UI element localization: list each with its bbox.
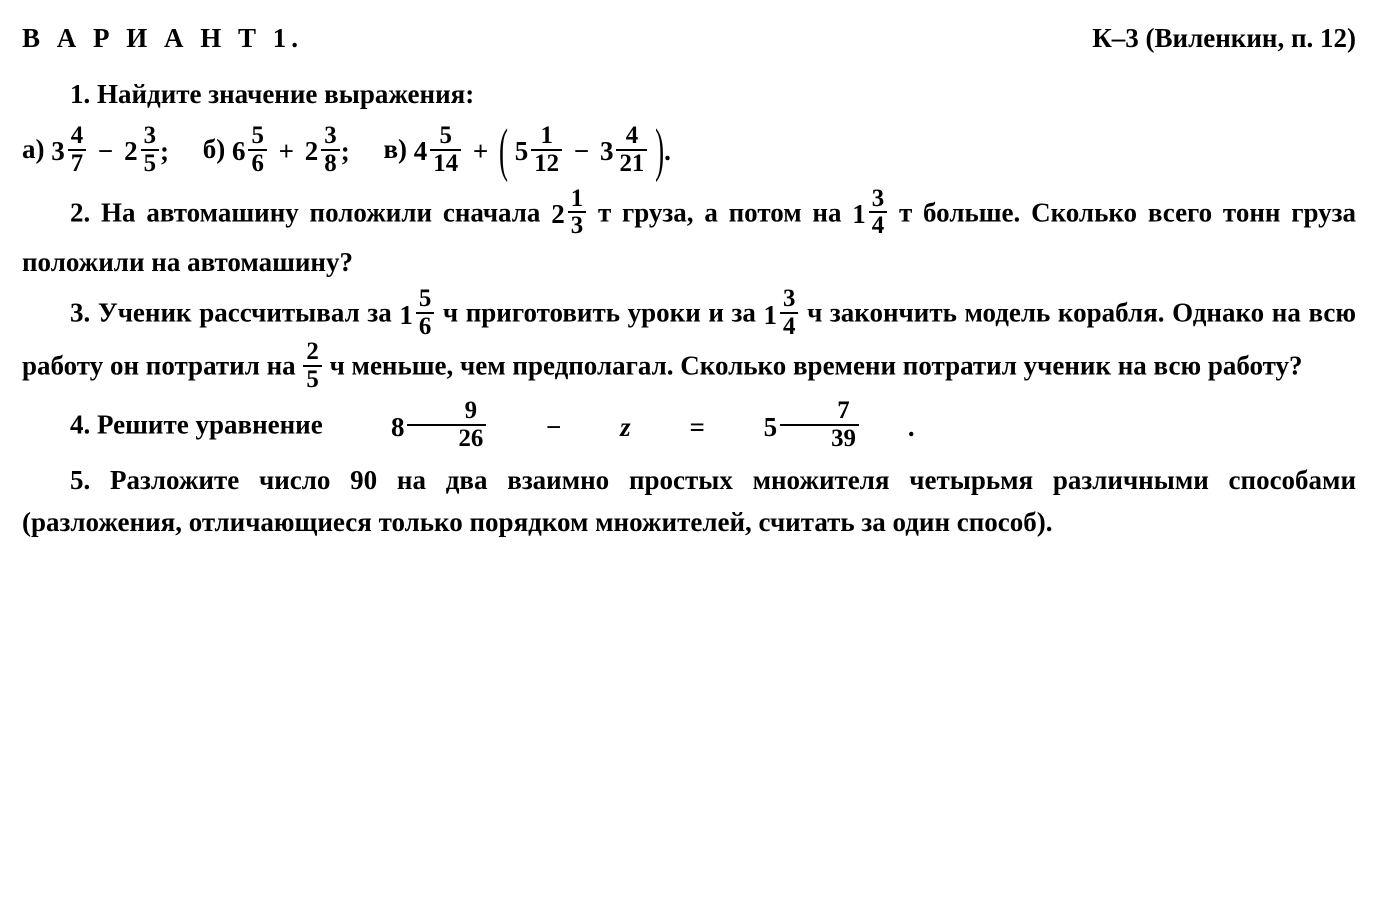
p3-marker: 3. bbox=[70, 298, 90, 328]
p4-lead: Решите уравнение bbox=[97, 410, 323, 440]
p4-rhs-frac: 739 bbox=[780, 399, 859, 452]
p1-a-frac1: 47 bbox=[68, 124, 86, 177]
problem-2: 2. На автомашину положили сначала 213 т … bbox=[22, 189, 1356, 284]
p1-a-whole2: 2 bbox=[124, 131, 138, 173]
p2-pre: На автомашину положили сначала bbox=[101, 197, 540, 227]
problem-1-expressions: а) 347 − 235; б) 656 + 238; в) 4514 + ( … bbox=[22, 126, 1356, 179]
p3-t3-frac: 25 bbox=[303, 340, 321, 393]
p3-t1-whole: 1 bbox=[399, 295, 413, 337]
p5-marker: 5. bbox=[70, 465, 90, 495]
p4-lhs-frac: 926 bbox=[407, 399, 486, 452]
p2-second-frac: 34 bbox=[869, 187, 887, 240]
p4-minus: − bbox=[494, 407, 565, 449]
p1-c-label: в) bbox=[383, 134, 407, 164]
p4-eq: = bbox=[637, 407, 708, 449]
p3-t1-frac: 56 bbox=[416, 287, 434, 340]
problem-5: 5. Разложите число 90 на два взаимно про… bbox=[22, 460, 1356, 544]
p1-c-tail: . bbox=[664, 131, 671, 173]
p3-t2-frac: 34 bbox=[780, 287, 798, 340]
p1-b-frac2: 38 bbox=[321, 124, 339, 177]
p1-c-wholeM: 5 bbox=[515, 131, 529, 173]
p1-b-whole2: 2 bbox=[305, 131, 319, 173]
lparen-icon: ( bbox=[499, 106, 508, 198]
p1-c-fracM: 112 bbox=[531, 124, 562, 177]
p4-tail: . bbox=[860, 407, 915, 449]
p5-text: Разложите число 90 на два взаимно просты… bbox=[22, 465, 1356, 537]
p3-pre: Ученик рассчитывал за bbox=[98, 298, 392, 328]
rparen-icon: ) bbox=[655, 106, 664, 198]
p2-marker: 2. bbox=[70, 197, 90, 227]
p1-b-whole1: 6 bbox=[232, 131, 246, 173]
p3-mid1: ч приготовить уроки и за bbox=[443, 298, 756, 328]
p2-first-frac: 13 bbox=[568, 187, 586, 240]
p1-c-fracR: 421 bbox=[616, 124, 647, 177]
p1-a-tail: ; bbox=[160, 131, 169, 173]
problem-4: 4. Решите уравнение 8926 − z = 5739. bbox=[22, 401, 1356, 454]
p1-c: в) 4514 + ( 5112 − 3421 ). bbox=[383, 134, 670, 164]
p1-b-frac1: 56 bbox=[248, 124, 266, 177]
p3-t2-whole: 1 bbox=[764, 295, 778, 337]
p1-a-whole1: 3 bbox=[51, 131, 65, 173]
p4-lhs-whole: 8 bbox=[343, 407, 405, 449]
p2-first-whole: 2 bbox=[551, 194, 565, 236]
p1-c-minus: − bbox=[570, 131, 593, 173]
p1-c-wholeL: 4 bbox=[414, 131, 428, 173]
p1-a: а) 347 − 235; bbox=[22, 134, 176, 164]
problem-3: 3. Ученик рассчитывал за 156 ч приготови… bbox=[22, 289, 1356, 395]
p4-marker: 4. bbox=[70, 410, 90, 440]
p4-var: z bbox=[572, 407, 631, 449]
p2-mid: т груза, а потом на bbox=[598, 197, 842, 227]
p1-c-fracL: 514 bbox=[430, 124, 461, 177]
p3-tail: ч меньше, чем предполагал. Сколько време… bbox=[330, 351, 1303, 381]
p1-c-plus: + bbox=[469, 131, 492, 173]
p4-rhs-whole: 5 bbox=[716, 407, 778, 449]
p1-c-wholeR: 3 bbox=[600, 131, 614, 173]
variant-label: В А Р И А Н Т 1. bbox=[22, 18, 303, 60]
p1-b: б) 656 + 238; bbox=[203, 134, 357, 164]
p2-second-whole: 1 bbox=[852, 194, 866, 236]
p1-a-label: а) bbox=[22, 134, 45, 164]
p1-a-frac2: 35 bbox=[141, 124, 159, 177]
p1-b-tail: ; bbox=[341, 131, 350, 173]
header-right: К–3 (Виленкин, п. 12) bbox=[1092, 18, 1356, 60]
p1-a-op: − bbox=[94, 131, 117, 173]
header-row: В А Р И А Н Т 1. К–3 (Виленкин, п. 12) bbox=[22, 18, 1356, 60]
problem-1-lead: 1. Найдите значение выражения: bbox=[22, 74, 1356, 116]
p1-b-label: б) bbox=[203, 134, 226, 164]
p1-b-op: + bbox=[275, 131, 298, 173]
